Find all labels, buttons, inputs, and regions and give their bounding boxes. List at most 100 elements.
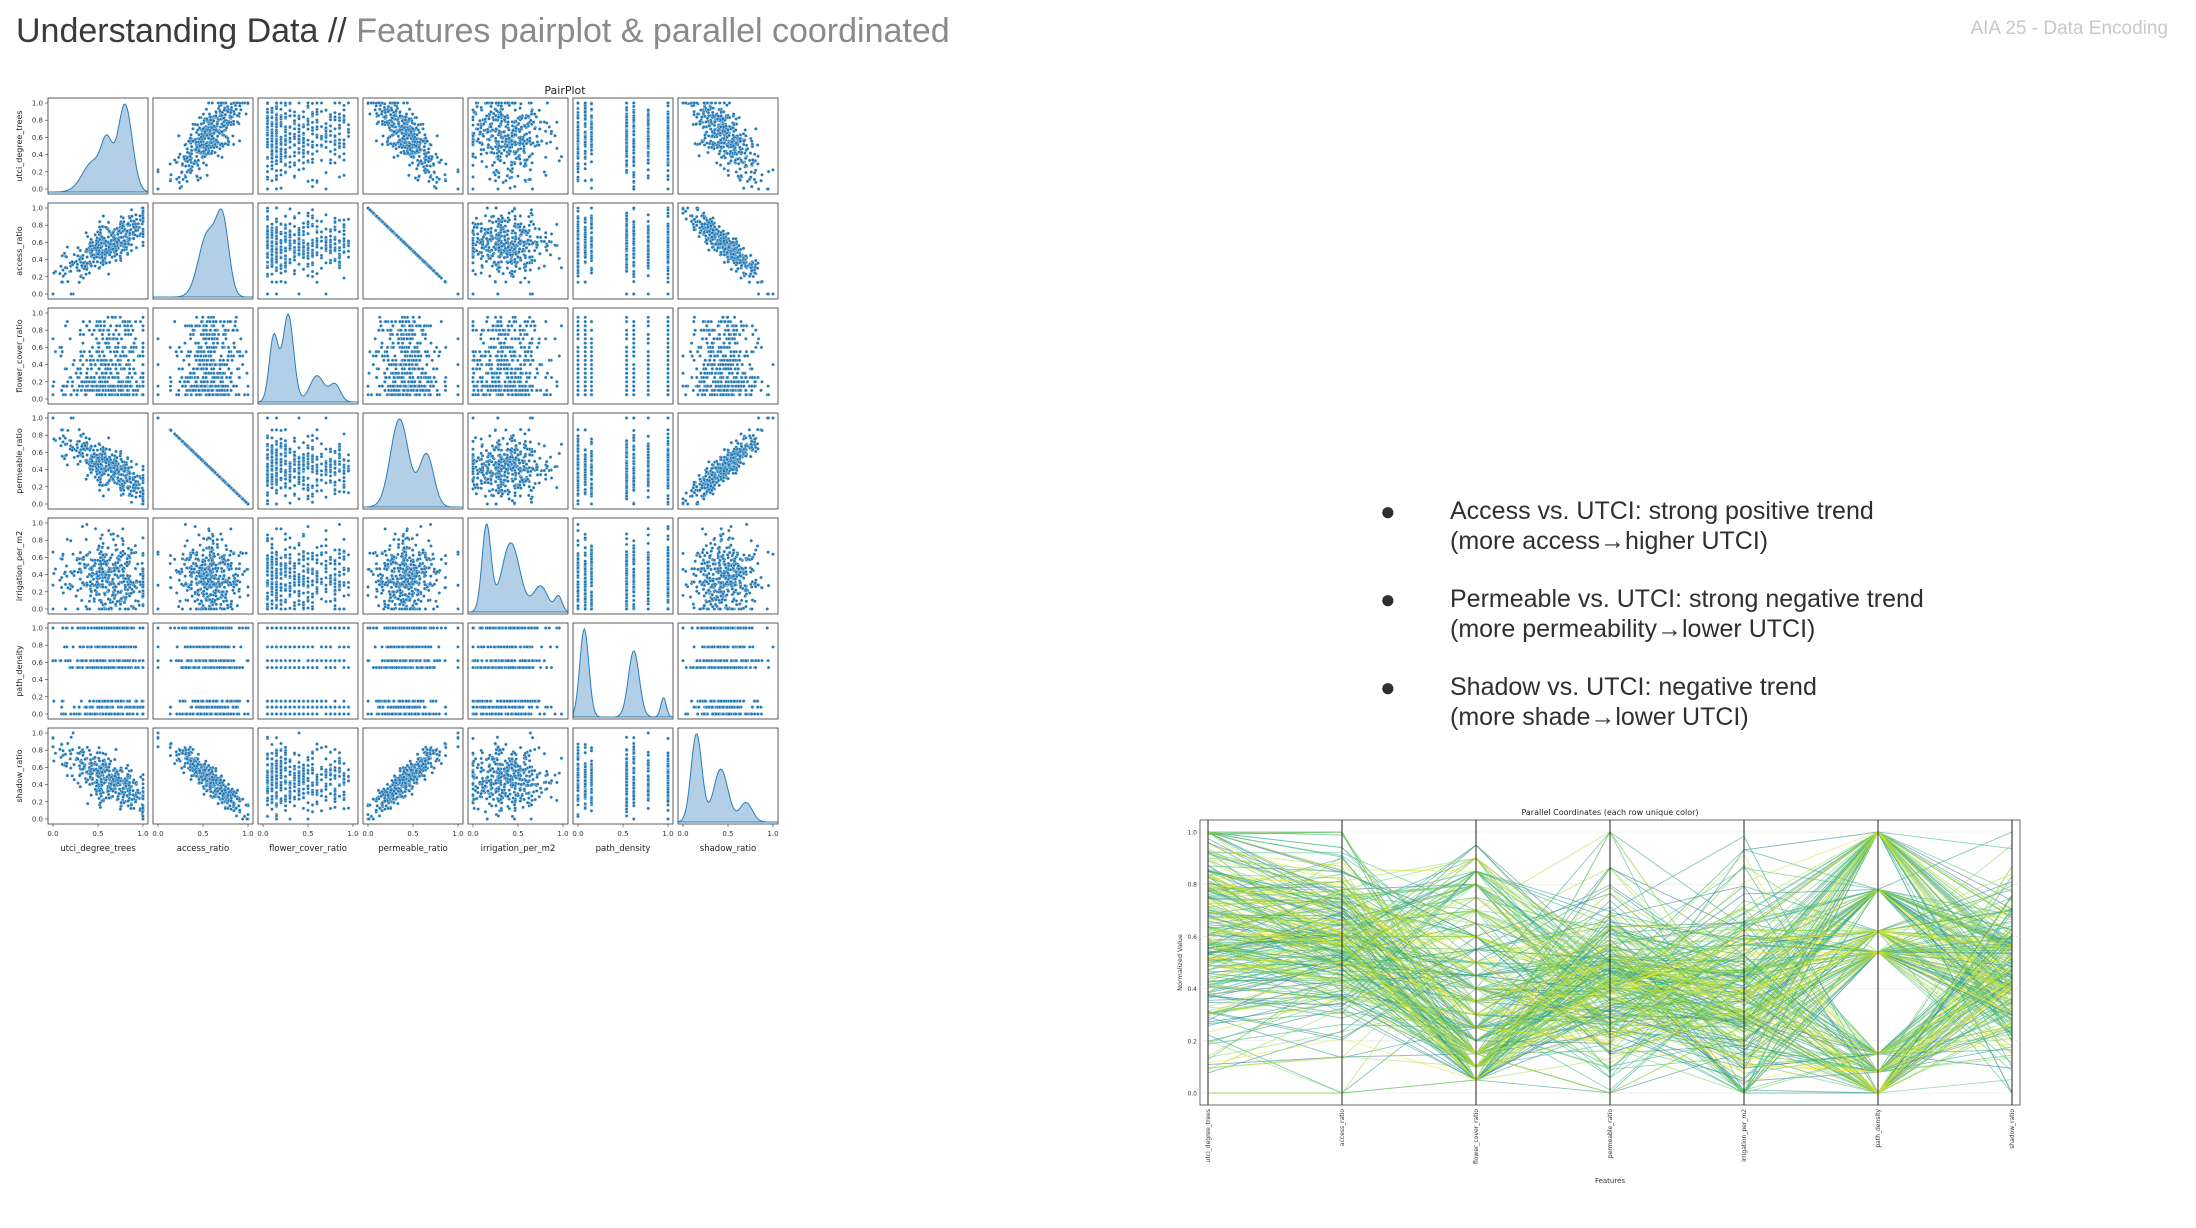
scatter-point	[429, 143, 433, 147]
scatter-point	[749, 170, 754, 174]
scatter-point	[328, 161, 333, 165]
scatter-point	[502, 148, 507, 152]
scatter-point	[504, 280, 508, 284]
scatter-point	[297, 168, 301, 172]
scatter-point	[706, 108, 711, 112]
scatter-point	[172, 158, 177, 162]
scatter-point	[283, 130, 288, 134]
scatter-point	[555, 146, 559, 151]
scatter-point	[666, 153, 670, 158]
scatter-point	[666, 157, 670, 161]
scatter-point	[666, 214, 670, 219]
scatter-point	[319, 239, 324, 243]
scatter-point	[106, 220, 111, 225]
scatter-point	[499, 220, 504, 224]
scatter-point	[512, 247, 517, 252]
scatter-point	[85, 261, 90, 266]
scatter-point	[214, 114, 218, 118]
scatter-point	[698, 122, 702, 126]
scatter-point	[508, 248, 512, 252]
scatter-point	[274, 268, 279, 273]
scatter-point	[497, 131, 501, 136]
scatter-point	[530, 292, 535, 296]
scatter-point	[428, 175, 433, 179]
scatter-point	[292, 119, 297, 123]
scatter-point	[666, 101, 670, 105]
scatter-point	[583, 178, 587, 183]
scatter-point	[697, 154, 701, 158]
scatter-point	[771, 168, 775, 172]
scatter-point	[328, 229, 333, 234]
scatter-point	[292, 143, 297, 147]
scatter-point	[487, 219, 492, 223]
scatter-point	[512, 120, 517, 125]
scatter-point	[666, 268, 670, 273]
scatter-point	[324, 139, 328, 144]
scatter-point	[738, 178, 742, 182]
scatter-point	[718, 101, 722, 105]
scatter-point	[89, 237, 93, 242]
scatter-point	[222, 116, 226, 120]
scatter-point	[319, 235, 324, 239]
cell-frame	[572, 202, 674, 300]
scatter-point	[576, 245, 580, 250]
scatter-point	[744, 163, 748, 168]
scatter-point	[198, 176, 203, 180]
scatter-point	[509, 175, 514, 180]
scatter-point	[423, 158, 428, 162]
scatter-point	[328, 112, 333, 117]
scatter-point	[511, 128, 515, 133]
scatter-point	[699, 108, 703, 112]
scatter-point	[516, 147, 521, 152]
scatter-point	[187, 139, 191, 143]
scatter-point	[427, 179, 431, 184]
cell-frame	[467, 97, 569, 195]
scatter-point	[666, 255, 670, 259]
scatter-point	[632, 173, 636, 177]
scatter-point	[479, 229, 483, 234]
scatter-point	[487, 137, 491, 142]
scatter-point	[753, 152, 757, 156]
scatter-point	[402, 151, 407, 156]
pairplot-cell	[362, 202, 464, 300]
scatter-point	[185, 147, 189, 151]
scatter-point	[493, 136, 498, 141]
scatter-point	[306, 142, 310, 147]
scatter-point	[394, 146, 398, 151]
scatter-point	[666, 280, 670, 284]
scatter-point	[555, 120, 559, 125]
scatter-point	[283, 246, 288, 251]
scatter-point	[749, 175, 753, 179]
scatter-point	[380, 142, 385, 147]
scatter-point	[185, 159, 190, 164]
scatter-point	[104, 243, 108, 248]
scatter-point	[576, 241, 580, 246]
scatter-point	[297, 101, 301, 105]
scatter-point	[731, 112, 736, 116]
scatter-point	[265, 255, 270, 260]
scatter-point	[624, 247, 629, 251]
scatter-point	[417, 140, 422, 144]
scatter-point	[214, 138, 219, 142]
scatter-point	[306, 251, 310, 255]
scatter-point	[518, 239, 523, 243]
scatter-point	[283, 115, 288, 119]
scatter-point	[274, 242, 279, 246]
pairplot-cell	[152, 202, 254, 300]
scatter-point	[124, 245, 129, 250]
scatter-point	[229, 105, 234, 110]
scatter-point	[274, 247, 279, 251]
scatter-point	[274, 145, 279, 150]
scatter-point	[265, 252, 270, 257]
scatter-point	[132, 236, 136, 241]
scatter-point	[265, 101, 270, 105]
scatter-point	[684, 217, 688, 221]
scatter-point	[646, 227, 650, 232]
scatter-point	[513, 108, 517, 112]
scatter-point	[753, 168, 758, 173]
scatter-point	[402, 101, 406, 105]
scatter-point	[390, 124, 395, 128]
scatter-point	[70, 260, 74, 264]
scatter-point	[666, 276, 670, 280]
scatter-point	[589, 206, 594, 210]
